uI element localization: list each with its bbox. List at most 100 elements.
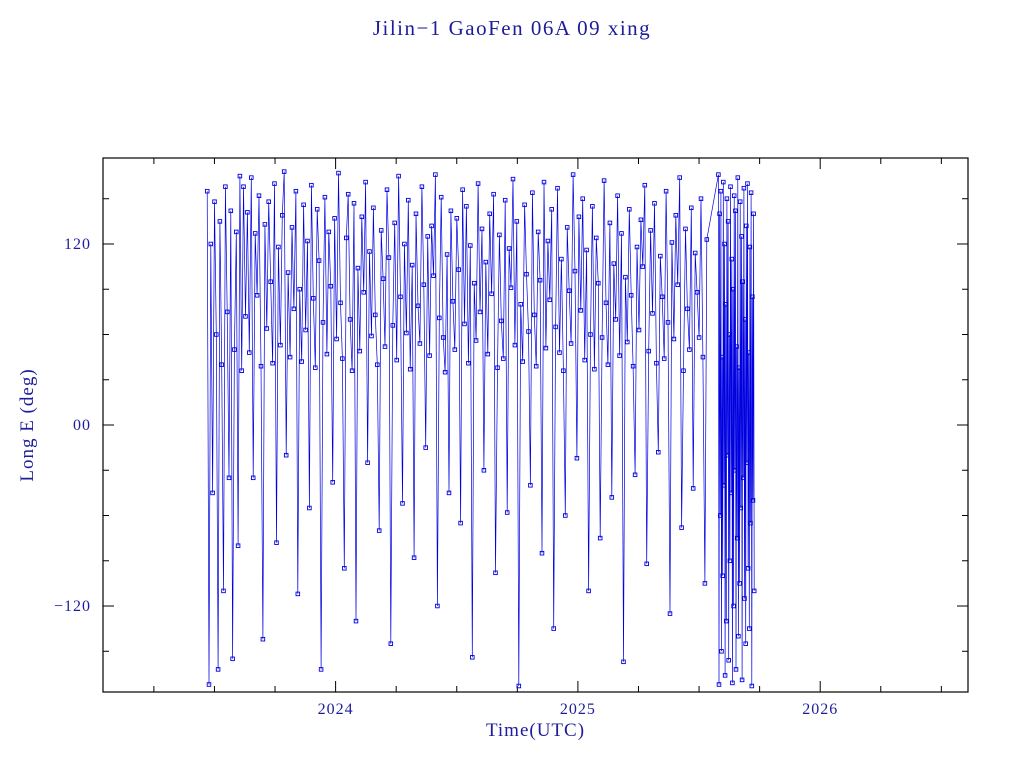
data-point-marker bbox=[326, 229, 332, 235]
data-point-marker bbox=[499, 318, 504, 324]
data-point-marker bbox=[355, 265, 361, 271]
x-tick-label: 2025 bbox=[560, 701, 596, 718]
data-point-marker bbox=[307, 505, 312, 511]
data-point-marker bbox=[528, 483, 533, 488]
data-point-marker bbox=[481, 468, 487, 473]
data-point-marker bbox=[365, 460, 370, 465]
data-point-marker bbox=[568, 341, 574, 346]
data-point-marker bbox=[483, 259, 489, 265]
data-point-marker bbox=[491, 191, 496, 197]
data-point-marker bbox=[656, 449, 661, 455]
data-point-marker bbox=[727, 558, 733, 564]
data-point-marker bbox=[617, 353, 622, 358]
x-tick-label: 2024 bbox=[318, 701, 354, 718]
data-point-marker bbox=[332, 216, 337, 221]
data-point-marker bbox=[237, 173, 243, 179]
data-point-marker bbox=[340, 356, 345, 361]
data-point-marker bbox=[241, 184, 246, 189]
data-point-marker bbox=[208, 241, 214, 247]
data-point-marker bbox=[276, 244, 281, 250]
data-point-marker bbox=[609, 495, 615, 500]
data-point-marker bbox=[228, 208, 234, 214]
data-point-marker bbox=[274, 540, 279, 545]
data-point-marker bbox=[659, 294, 665, 300]
data-point-marker bbox=[718, 513, 723, 518]
data-point-marker bbox=[720, 573, 725, 579]
data-point-marker bbox=[736, 633, 741, 639]
data-point-marker bbox=[623, 274, 628, 280]
data-point-marker bbox=[380, 276, 386, 281]
data-point-marker bbox=[696, 335, 702, 340]
data-point-marker bbox=[506, 246, 512, 251]
data-point-marker bbox=[512, 342, 518, 348]
data-point-marker bbox=[667, 611, 673, 616]
data-point-marker bbox=[295, 591, 301, 597]
data-point-marker bbox=[611, 261, 617, 266]
data-point-marker bbox=[724, 196, 730, 201]
data-point-marker bbox=[751, 211, 756, 217]
data-point-marker bbox=[627, 207, 632, 212]
data-point-marker bbox=[338, 300, 343, 306]
data-point-marker bbox=[613, 317, 618, 322]
axis-ticks bbox=[103, 158, 968, 692]
data-point-marker bbox=[750, 294, 755, 300]
data-point-marker bbox=[745, 566, 751, 571]
data-point-marker bbox=[530, 190, 535, 195]
data-point-marker bbox=[303, 327, 308, 333]
data-point-marker bbox=[473, 338, 479, 343]
data-point-marker bbox=[375, 362, 380, 367]
data-point-marker bbox=[594, 235, 599, 241]
data-point-marker bbox=[497, 232, 502, 238]
data-point-marker bbox=[215, 667, 221, 672]
data-point-marker bbox=[746, 350, 751, 355]
data-point-marker bbox=[210, 490, 215, 496]
data-point-marker bbox=[638, 217, 644, 223]
data-point-marker bbox=[730, 286, 736, 292]
data-point-marker bbox=[415, 303, 421, 309]
data-point-marker bbox=[751, 588, 757, 594]
data-point-marker bbox=[748, 190, 754, 195]
data-point-marker bbox=[245, 210, 250, 215]
data-point-marker bbox=[584, 247, 589, 253]
data-point-marker bbox=[250, 475, 256, 481]
data-point-marker bbox=[671, 336, 677, 342]
data-point-marker bbox=[716, 682, 722, 687]
data-point-marker bbox=[694, 290, 700, 295]
data-point-marker bbox=[734, 535, 740, 541]
data-point-marker bbox=[270, 360, 275, 366]
data-point-marker bbox=[728, 184, 733, 189]
data-point-marker bbox=[384, 187, 390, 192]
data-point-marker bbox=[334, 336, 339, 342]
data-point-marker bbox=[386, 255, 392, 260]
data-point-marker bbox=[650, 311, 655, 316]
data-point-marker bbox=[345, 191, 351, 197]
data-point-marker bbox=[291, 306, 297, 312]
data-point-marker bbox=[685, 306, 690, 312]
data-point-marker bbox=[369, 333, 374, 339]
data-point-marker bbox=[516, 683, 522, 689]
data-point-marker bbox=[520, 359, 525, 364]
data-point-marker bbox=[728, 490, 734, 496]
data-point-marker bbox=[328, 283, 334, 289]
data-point-marker bbox=[460, 187, 465, 192]
data-point-marker bbox=[318, 667, 324, 672]
data-point-marker bbox=[603, 300, 609, 306]
data-point-marker bbox=[475, 181, 481, 186]
data-point-marker bbox=[510, 176, 516, 182]
data-point-marker bbox=[219, 362, 224, 367]
data-point-marker bbox=[732, 468, 738, 473]
data-point-marker bbox=[574, 455, 580, 461]
data-point-marker bbox=[357, 348, 363, 354]
data-point-marker bbox=[363, 179, 368, 185]
data-point-marker bbox=[477, 309, 483, 315]
tick-labels: 2024 2025 2026 120 00 −120 bbox=[54, 236, 837, 718]
data-point-marker bbox=[578, 308, 584, 313]
data-point-marker bbox=[440, 335, 446, 340]
data-point-marker bbox=[564, 225, 570, 230]
data-point-marker bbox=[444, 252, 450, 257]
data-point-marker bbox=[289, 225, 295, 230]
data-point-marker bbox=[615, 193, 620, 198]
data-point-marker bbox=[489, 291, 494, 297]
data-point-marker bbox=[425, 234, 430, 239]
